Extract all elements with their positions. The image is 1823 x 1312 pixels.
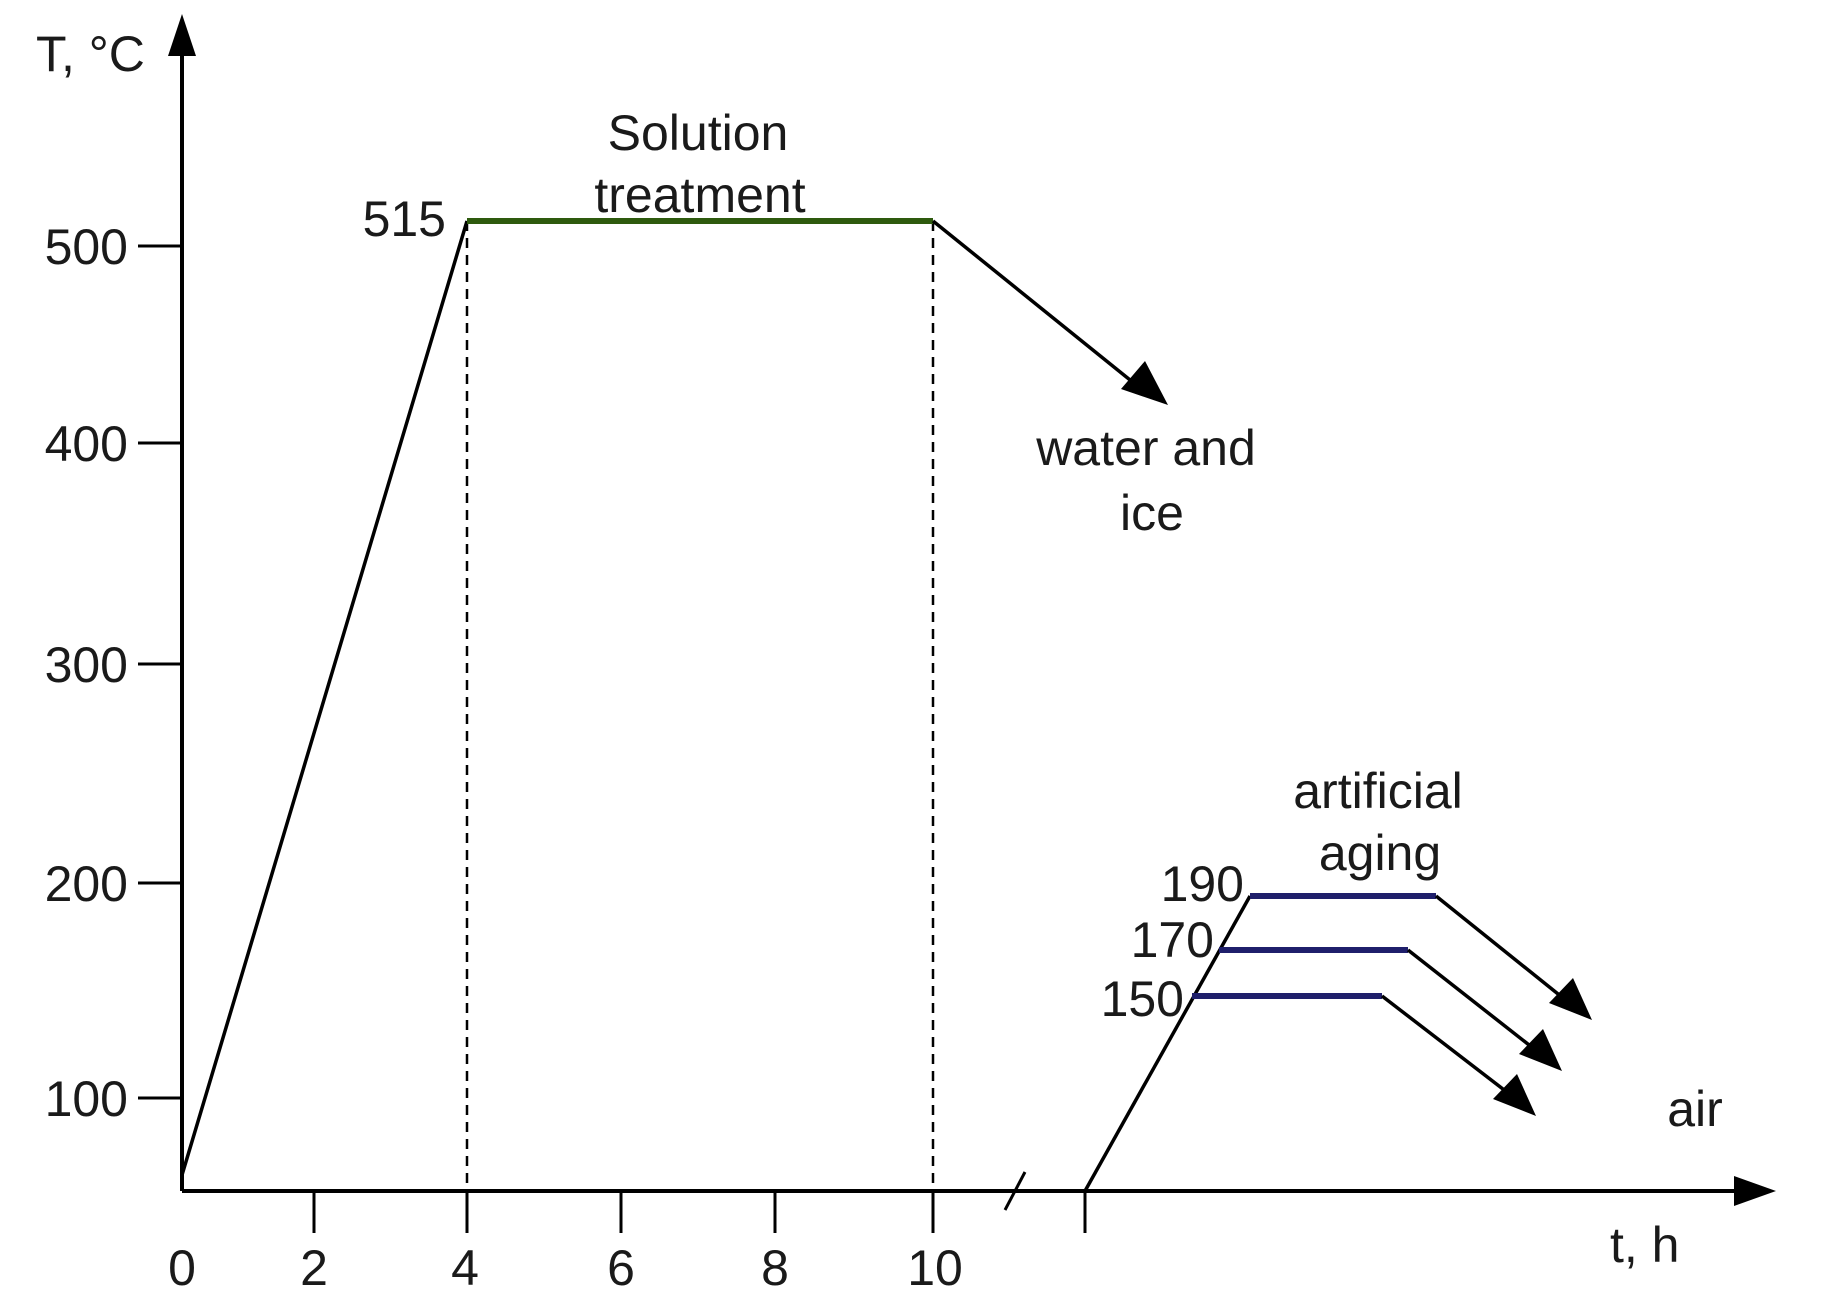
y-tick-label: 500 xyxy=(45,219,128,275)
quench-arrowhead xyxy=(1121,361,1168,405)
x-tick-label: 8 xyxy=(761,1240,789,1296)
x-tick-label: 0 xyxy=(168,1240,196,1296)
aging-cooling-arrow-170 xyxy=(1408,950,1538,1052)
aging-cooling-arrowhead-190 xyxy=(1549,978,1592,1020)
air-cooling-label: air xyxy=(1667,1081,1723,1137)
aging-label-line2: aging xyxy=(1319,825,1441,881)
x-tick-label: 2 xyxy=(300,1240,328,1296)
solution-temperature-label: 515 xyxy=(363,191,446,247)
aging-temperature-label-170: 170 xyxy=(1131,912,1214,968)
y-axis-arrowhead xyxy=(168,14,196,56)
artificial-aging-stage: 190 170 150 artificial aging air xyxy=(1085,763,1723,1191)
heating-ramp xyxy=(182,221,467,1175)
x-axis-arrowhead xyxy=(1734,1176,1776,1206)
x-tick-label: 6 xyxy=(607,1240,635,1296)
y-tick-label: 200 xyxy=(45,856,128,912)
aging-cooling-arrow-150 xyxy=(1382,996,1512,1096)
quench-stage: water and ice xyxy=(933,221,1256,541)
quench-label-line2: ice xyxy=(1120,485,1184,541)
x-tick-label: 4 xyxy=(451,1240,479,1296)
y-tick-label: 100 xyxy=(45,1071,128,1127)
aging-temperature-label-190: 190 xyxy=(1161,856,1244,912)
quench-label-line1: water and xyxy=(1035,420,1256,476)
x-axis-title: t, h xyxy=(1610,1217,1679,1273)
quench-arrow-shaft xyxy=(933,221,1140,388)
solution-label-line2: treatment xyxy=(594,167,805,223)
aging-temperature-label-150: 150 xyxy=(1101,971,1184,1027)
x-tick-label: 10 xyxy=(907,1240,963,1296)
y-tick-label: 300 xyxy=(45,637,128,693)
solution-label-line1: Solution xyxy=(608,105,789,161)
aging-label-line1: artificial xyxy=(1293,763,1462,819)
aging-cooling-arrowhead-170 xyxy=(1519,1029,1562,1071)
aging-cooling-arrowhead-150 xyxy=(1493,1074,1536,1116)
y-axis-title: T, °C xyxy=(36,26,145,82)
solution-treatment-stage: 515 Solution treatment xyxy=(182,105,933,1191)
y-tick-label: 400 xyxy=(45,416,128,472)
